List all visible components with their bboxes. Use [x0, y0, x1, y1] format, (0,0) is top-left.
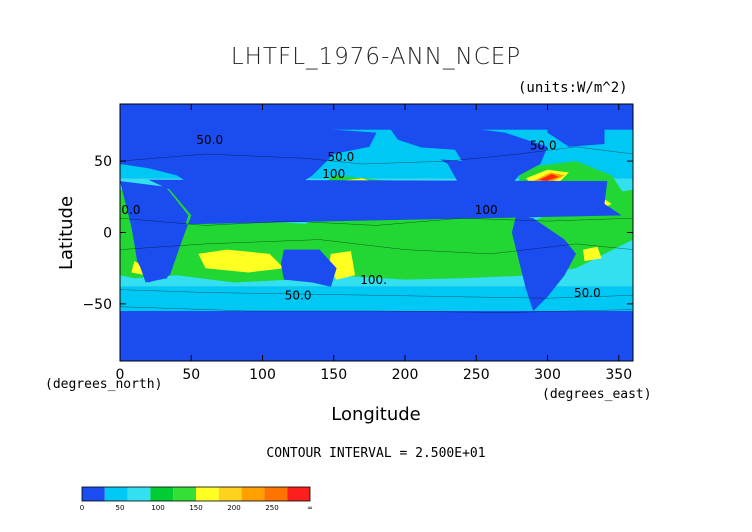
- contour-line: [120, 239, 633, 255]
- colorbar-swatch: [196, 487, 219, 501]
- field-yellow-indian: [198, 249, 284, 273]
- colorbar: 0 50 100 150 200 250 ∞: [80, 486, 313, 512]
- x-unit-note: (degrees_east): [542, 387, 652, 402]
- colorbar-swatch: [264, 487, 288, 501]
- y-tick-label: −50: [82, 297, 112, 313]
- contour-line: [120, 146, 633, 165]
- land-africa-west: [131, 179, 622, 283]
- colorbar-swatch: [150, 487, 174, 501]
- x-tick-label: 100: [249, 367, 276, 383]
- contour-label: 50.0: [530, 139, 557, 153]
- colorbar-swatch: [127, 487, 151, 501]
- colorbar-label: 200: [227, 504, 240, 512]
- land-south-america: [511, 215, 576, 311]
- chart-title: LHTFL_1976-ANN_NCEP: [230, 44, 522, 70]
- colorbar-swatch: [173, 487, 196, 501]
- contour-line: [120, 217, 633, 226]
- colorbar-label: 50: [116, 504, 125, 512]
- field-red-gulfstream: [539, 174, 559, 182]
- x-tick-label: 300: [534, 367, 561, 383]
- colorbar-swatch: [104, 487, 128, 501]
- colorbar-swatch: [82, 487, 105, 501]
- field-arctic: [120, 104, 633, 122]
- field-yellow-brazil: [583, 246, 602, 262]
- contour-label: 100: [322, 167, 345, 181]
- x-axis-label: Longitude: [331, 404, 421, 425]
- y-tick-label: 0: [103, 226, 112, 242]
- x-tick-label: 50: [182, 367, 200, 383]
- contour-label: 50.0: [196, 133, 223, 147]
- contour-label: 50.0: [114, 203, 141, 217]
- units-label: (units:W/m^2): [518, 80, 628, 96]
- land-australia: [281, 249, 337, 287]
- y-unit-note: (degrees_north): [45, 377, 163, 392]
- contour-line: [120, 289, 633, 299]
- colorbar-label: 100: [151, 504, 164, 512]
- x-tick-label: 0: [116, 367, 125, 383]
- land-antarctica: [120, 321, 633, 361]
- x-tick-label: 150: [320, 367, 347, 383]
- land-africa: [120, 181, 189, 283]
- field-cyan-alaska: [412, 146, 462, 162]
- land-greenland: [547, 115, 605, 147]
- colorbar-swatch: [218, 487, 242, 501]
- field-south-band: [120, 286, 633, 312]
- colorbar-label: ∞: [307, 504, 313, 512]
- plot-area: 50.0 50.0 100 50.0 50.0 100 100. 50.0 50.0: [114, 104, 633, 361]
- contour-line: [120, 306, 633, 313]
- contour-label: 100.: [360, 273, 387, 287]
- contour-label: 50.0: [285, 289, 312, 303]
- colorbar-swatch: [287, 487, 310, 501]
- y-axis-label: Latitude: [56, 196, 77, 270]
- x-tick-label: 350: [605, 367, 632, 383]
- contour-label: 50.0: [574, 286, 601, 300]
- contour-interval-text: CONTOUR INTERVAL = 2.500E+01: [266, 446, 486, 461]
- colorbar-swatch: [241, 487, 265, 501]
- land-eurasia: [120, 125, 377, 202]
- colorbar-label: 250: [265, 504, 278, 512]
- colorbar-label: 0: [80, 504, 84, 512]
- colorbar-label: 150: [189, 504, 202, 512]
- field-cyan-southern: [291, 289, 334, 301]
- colorbar-frame: [81, 486, 311, 502]
- axis-ticks: 0 50 100 150 200 250 300 350 50 0 −50: [82, 104, 633, 383]
- y-tick-label: 50: [94, 154, 112, 170]
- x-tick-label: 250: [463, 367, 490, 383]
- x-tick-label: 200: [392, 367, 419, 383]
- contour-label: 100: [475, 203, 498, 217]
- contour-label: 50.0: [328, 150, 355, 164]
